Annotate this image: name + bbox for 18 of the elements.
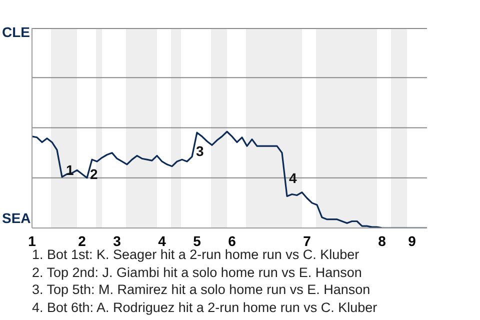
- x-tick-label: 3: [113, 232, 122, 249]
- x-tick-label: 1: [28, 232, 36, 249]
- x-tick-label: 8: [378, 232, 386, 249]
- annotation: 4: [289, 170, 297, 186]
- x-tick-label: 9: [408, 232, 416, 249]
- x-tick-label: 5: [193, 232, 202, 249]
- text: 4. Bot 6th: A. Rodriguez hit a 2-run home run vs C. Kluber: [32, 298, 378, 316]
- x-tick-label: 7: [303, 232, 312, 249]
- text: SEA: [2, 210, 31, 226]
- annotation: 2: [90, 166, 98, 182]
- x-tick-label: 2: [78, 232, 86, 249]
- text: 2. Top 2nd: J. Giambi hit a solo home run vs E. Hanson: [32, 264, 363, 281]
- x-tick-label: 6: [228, 232, 236, 249]
- text: 1. Bot 1st: K. Seager hit a 2-run home run vs C. Kluber: [32, 246, 360, 264]
- text: CLE: [2, 24, 30, 40]
- annotation: 3: [196, 143, 204, 159]
- x-tick-label: 4: [158, 232, 166, 249]
- text: 3. Top 5th: M. Ramirez hit a solo home run vs E. Hanson: [32, 281, 372, 298]
